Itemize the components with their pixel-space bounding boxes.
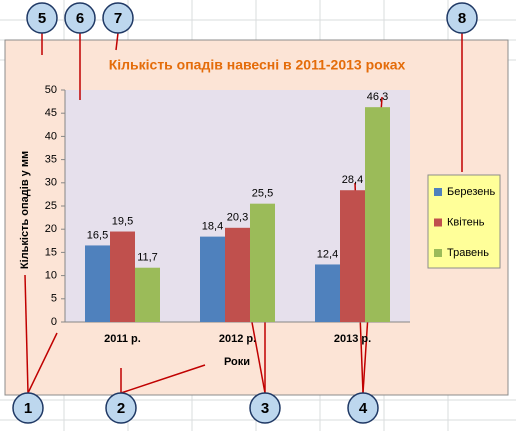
y-tick-label: 15 [45, 246, 57, 258]
chart-title: Кількість опадів навесні в 2011-2013 рок… [109, 57, 406, 73]
bar [250, 203, 275, 322]
bar [85, 245, 110, 322]
legend-label: Березень [447, 186, 495, 198]
annotation-marker [105, 392, 137, 424]
data-label: 11,7 [137, 252, 158, 264]
data-label: 46,3 [367, 91, 388, 103]
data-label: 18,4 [202, 221, 223, 233]
data-label: 20,3 [227, 212, 248, 224]
y-tick-label: 40 [45, 130, 57, 142]
annotation-marker [64, 2, 96, 34]
data-label: 16,5 [87, 229, 108, 241]
x-tick-label: 2013 р. [334, 333, 371, 345]
legend-label: Травень [447, 247, 489, 259]
y-tick-label: 35 [45, 154, 57, 166]
annotation-marker [102, 2, 134, 34]
legend-label: Квітень [447, 216, 485, 228]
bar [110, 231, 135, 322]
data-label: 28,4 [342, 174, 363, 186]
y-tick-label: 10 [45, 270, 57, 282]
annotation-number: 5 [38, 10, 46, 27]
annotation-number: 6 [76, 10, 84, 27]
annotation-number: 2 [117, 400, 125, 417]
annotation-marker [26, 2, 58, 34]
legend-swatch [434, 188, 442, 196]
data-label: 12,4 [317, 248, 338, 260]
annotation-marker [446, 2, 478, 34]
bar [340, 190, 365, 322]
y-tick-label: 30 [45, 177, 57, 189]
data-label: 19,5 [112, 215, 133, 227]
x-axis-label: Роки [224, 356, 250, 368]
bar [200, 236, 225, 322]
bar [225, 227, 250, 322]
bar [365, 107, 390, 322]
y-tick-label: 45 [45, 107, 57, 119]
annotation-marker [249, 392, 281, 424]
x-tick-label: 2011 р. [104, 333, 141, 345]
y-tick-label: 0 [51, 316, 57, 328]
y-tick-label: 5 [51, 293, 57, 305]
annotation-marker [12, 392, 44, 424]
legend-swatch [434, 249, 442, 257]
y-tick-label: 25 [45, 200, 57, 212]
legend-swatch [434, 218, 442, 227]
bar [135, 267, 160, 322]
annotation-number: 8 [458, 10, 466, 27]
annotation-number: 1 [24, 400, 32, 417]
annotation-number: 3 [261, 400, 269, 417]
bar [315, 264, 340, 322]
annotation-number: 7 [114, 10, 122, 27]
annotation-number: 4 [359, 400, 368, 417]
y-axis-label: Кількість опадів у мм [19, 151, 31, 269]
data-label: 25,5 [252, 188, 273, 200]
y-tick-label: 20 [45, 223, 57, 235]
x-tick-label: 2012 р. [219, 333, 256, 345]
y-tick-label: 50 [45, 84, 57, 96]
annotation-marker [347, 392, 379, 424]
